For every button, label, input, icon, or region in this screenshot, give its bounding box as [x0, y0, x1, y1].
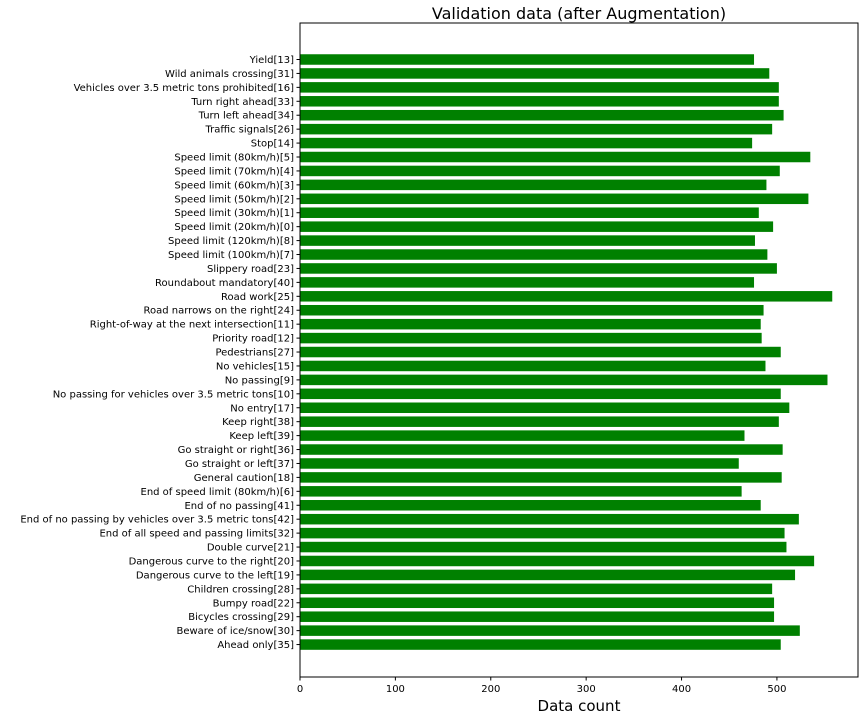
y-tick-label: Turn right ahead[33] — [190, 97, 294, 108]
y-tick-label: Go straight or right[36] — [178, 445, 295, 456]
y-tick-label: No passing[9] — [225, 375, 294, 386]
y-tick-label: Speed limit (100km/h)[7] — [168, 250, 294, 261]
bar — [300, 555, 815, 567]
y-tick-label: Ahead only[35] — [217, 640, 294, 651]
y-tick-label: Speed limit (30km/h)[1] — [174, 208, 294, 219]
bar — [300, 527, 785, 539]
y-tick-label: Traffic signals[26] — [204, 125, 294, 136]
y-tick-label: Vehicles over 3.5 metric tons prohibited… — [74, 83, 295, 94]
bar — [300, 249, 768, 260]
x-tick-label: 100 — [386, 684, 405, 695]
y-tick-label: Turn left ahead[34] — [198, 111, 294, 122]
bar — [300, 193, 809, 205]
y-tick-label: Road work[25] — [221, 292, 294, 303]
bar — [300, 151, 811, 163]
bar — [300, 583, 773, 595]
bar — [300, 235, 755, 246]
bar — [300, 500, 761, 511]
bar — [300, 597, 775, 609]
chart-title: Validation data (after Augmentation) — [432, 4, 726, 23]
y-tick-label: Dangerous curve to the right[20] — [129, 556, 295, 567]
y-tick-label: Speed limit (80km/h)[5] — [174, 153, 294, 164]
y-tick-label: Pedestrians[27] — [215, 348, 294, 359]
bars — [300, 54, 833, 650]
bar — [300, 611, 775, 622]
y-tick-label: End of speed limit (80km/h)[6] — [141, 487, 295, 498]
bar — [300, 109, 784, 121]
bar — [300, 360, 766, 372]
bar — [300, 402, 790, 413]
bar — [300, 332, 762, 344]
y-tick-label: Stop[14] — [251, 139, 294, 150]
bar — [300, 639, 781, 650]
y-tick-label: End of no passing by vehicles over 3.5 m… — [20, 515, 294, 526]
bar — [300, 82, 779, 93]
bar — [300, 444, 783, 455]
bar — [300, 54, 755, 65]
y-tick-label: Beware of ice/snow[30] — [176, 626, 294, 637]
x-tick-label: 400 — [672, 684, 691, 695]
y-tick-label: End of all speed and passing limits[32] — [99, 529, 294, 540]
x-tick-label: 0 — [297, 684, 303, 695]
y-tick-label: Priority road[12] — [212, 334, 294, 345]
y-tick-label: Keep left[39] — [229, 431, 294, 442]
bar — [300, 263, 777, 274]
bar — [300, 96, 779, 107]
y-tick-label: Speed limit (120km/h)[8] — [168, 236, 294, 247]
bar — [300, 569, 796, 581]
y-tick-label: Speed limit (70km/h)[4] — [174, 166, 294, 177]
y-tick-label: No passing for vehicles over 3.5 metric … — [53, 389, 294, 400]
bar — [300, 318, 761, 330]
bar — [300, 346, 781, 358]
y-tick-label: Children crossing[28] — [187, 584, 294, 595]
bar — [300, 137, 753, 149]
y-tick-label: Slippery road[23] — [207, 264, 294, 275]
y-tick-label: Dangerous curve to the left[19] — [136, 570, 294, 581]
x-tick-label: 500 — [767, 684, 786, 695]
bar — [300, 277, 755, 288]
bar — [300, 304, 764, 316]
bar — [300, 416, 779, 427]
bar — [300, 291, 833, 302]
bar — [300, 458, 739, 469]
bar — [300, 541, 787, 553]
bar — [300, 165, 780, 177]
bar — [300, 486, 742, 497]
bar — [300, 472, 782, 483]
bar — [300, 207, 759, 218]
y-tick-label: No vehicles[15] — [216, 361, 294, 372]
bar — [300, 374, 828, 386]
y-tick-label: Wild animals crossing[31] — [165, 69, 294, 80]
bar — [300, 68, 770, 79]
y-tick-label: Double curve[21] — [207, 543, 294, 554]
bar — [300, 388, 781, 400]
x-tick-label: 300 — [577, 684, 596, 695]
y-tick-label: End of no passing[41] — [184, 501, 294, 512]
y-tick-label: Bumpy road[22] — [213, 598, 294, 609]
y-tick-label: General caution[18] — [194, 473, 294, 484]
y-tick-label: Go straight or left[37] — [185, 459, 294, 470]
y-axis: Yield[13] Wild animals crossing[31] Vehicl… — [20, 55, 300, 651]
plot-frame — [299, 22, 859, 678]
y-tick-label: Speed limit (60km/h)[3] — [174, 180, 294, 191]
y-tick-label: Speed limit (50km/h)[2] — [174, 194, 294, 205]
x-axis-label: Data count — [538, 697, 621, 715]
bar — [300, 123, 773, 135]
bar — [300, 513, 799, 525]
x-axis: 0 100 200 300 400 500 — [297, 677, 786, 695]
bar — [300, 430, 745, 441]
y-tick-label: Bicycles crossing[29] — [188, 612, 294, 623]
y-tick-label: Roundabout mandatory[40] — [155, 278, 294, 289]
y-tick-label: Speed limit (20km/h)[0] — [174, 222, 294, 233]
bar — [300, 179, 767, 191]
y-tick-label: Yield[13] — [249, 55, 294, 66]
y-tick-label: Road narrows on the right[24] — [144, 306, 295, 317]
y-tick-label: Keep right[38] — [222, 417, 294, 428]
y-tick-label: No entry[17] — [230, 403, 294, 414]
y-tick-label: Right-of-way at the next intersection[11… — [90, 320, 294, 331]
x-tick-label: 200 — [481, 684, 500, 695]
bar — [300, 221, 774, 232]
bar — [300, 625, 800, 636]
